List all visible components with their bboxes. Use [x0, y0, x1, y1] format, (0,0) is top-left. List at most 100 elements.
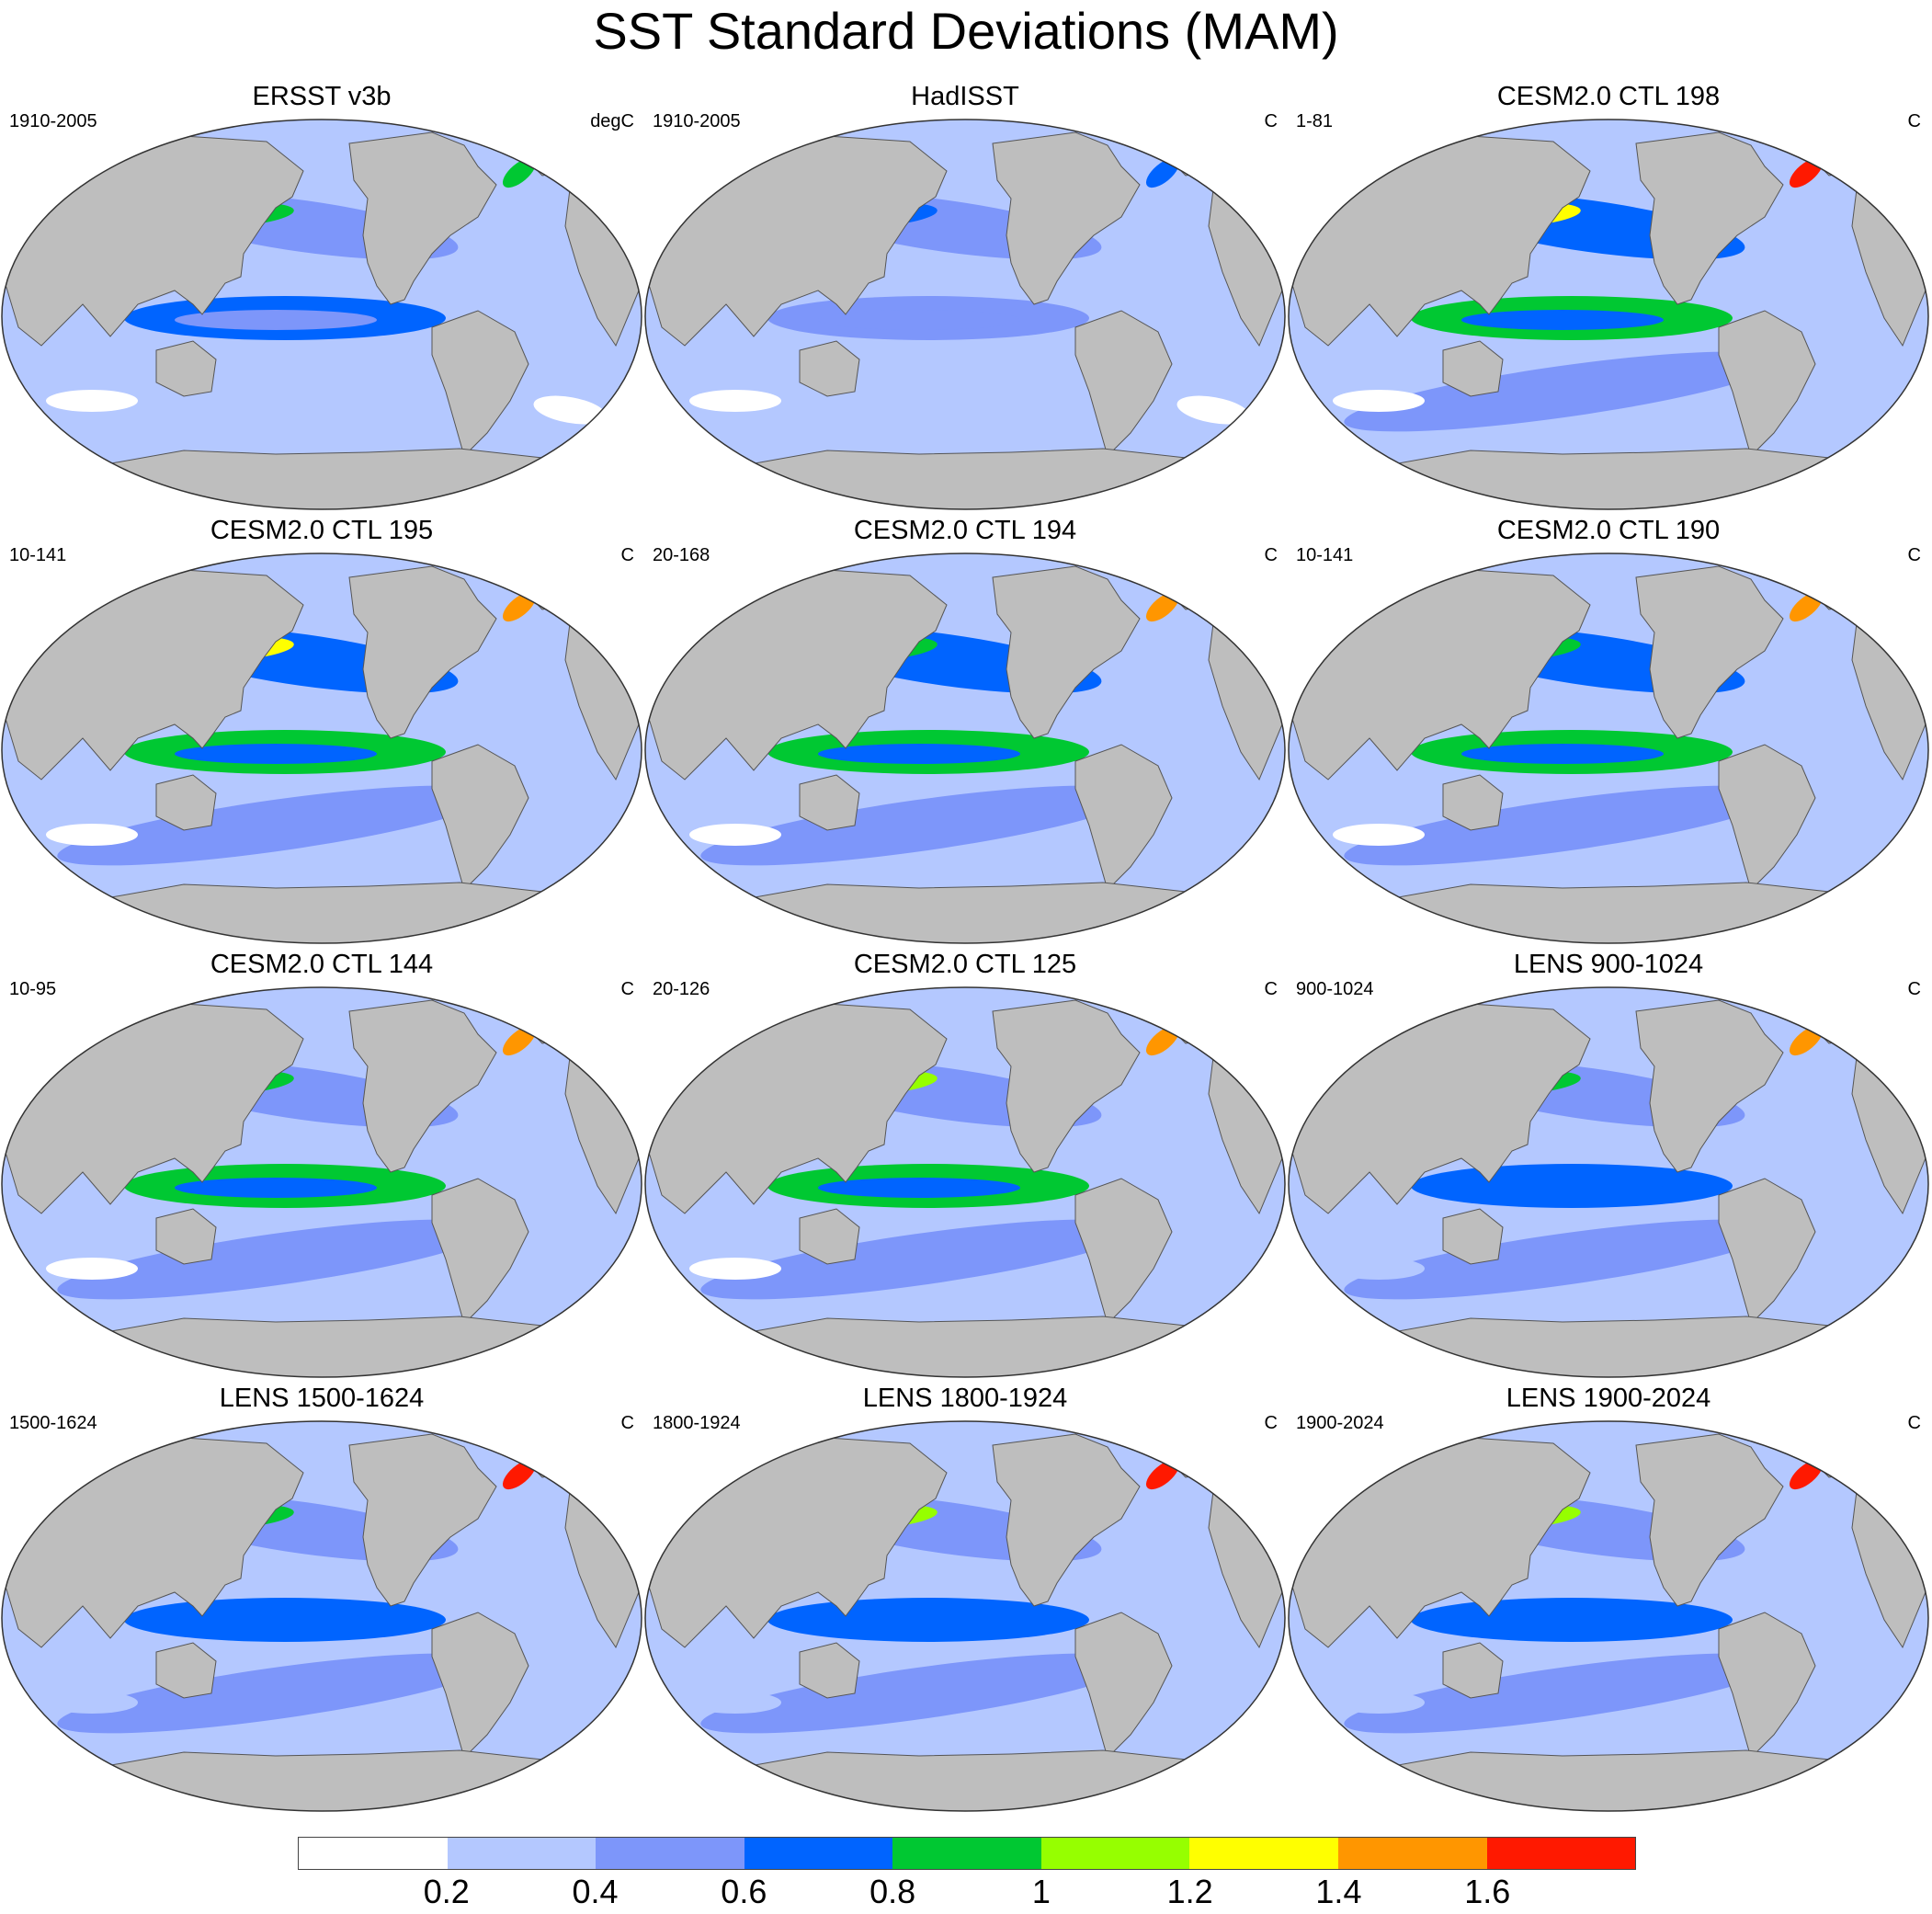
panel-years-label: 1800-1924: [653, 1413, 741, 1433]
southern-atlantic-patch: [1820, 1697, 1893, 1726]
map-outline: [1, 986, 642, 1378]
map-outline: [1, 119, 642, 510]
panel-units-label: C: [620, 545, 634, 565]
australia-land: [155, 1642, 217, 1699]
south-america-land: [1718, 1612, 1816, 1759]
south-america-land: [431, 744, 529, 891]
panel-units-label: C: [1264, 545, 1278, 565]
tropical-pacific-core: [818, 1612, 1020, 1632]
south-america-land: [1074, 744, 1173, 891]
north-america-land: [1635, 565, 1784, 739]
panel-units-label: C: [1907, 979, 1921, 999]
colorbar-tick-label: 0.2: [423, 1873, 470, 1910]
panel-years-label: 1900-2024: [1296, 1413, 1384, 1433]
panel-units-label: C: [1264, 979, 1278, 999]
southern-indian-patch: [1333, 1692, 1425, 1714]
map-panel: LENS 1500-1624 1500-1624 C: [0, 1383, 643, 1815]
southern-indian-patch: [46, 1692, 138, 1714]
tropical-pacific-core: [1461, 744, 1664, 764]
colorbar-segment: [1189, 1838, 1338, 1869]
southern-indian-patch: [689, 390, 781, 412]
world-map: [644, 119, 1286, 510]
southern-atlantic-patch: [1176, 1697, 1250, 1726]
southern-indian-patch: [46, 390, 138, 412]
map-panel: CESM2.0 CTL 144 10-95 C: [0, 949, 643, 1381]
tropical-pacific-core: [175, 1178, 377, 1198]
southern-indian-patch: [689, 824, 781, 846]
tropical-pacific-core: [1461, 1178, 1664, 1198]
colorbar-tick-label: 0.6: [721, 1873, 767, 1910]
panel-title: CESM2.0 CTL 190: [1496, 516, 1721, 545]
map-outline: [644, 986, 1286, 1378]
world-map: [1, 986, 642, 1378]
north-america-land: [992, 565, 1141, 739]
tropical-pacific-core: [818, 310, 1020, 330]
colorbar-segment: [892, 1838, 1041, 1869]
colorbar-segment: [299, 1838, 448, 1869]
map-panel: CESM2.0 CTL 198 1-81 C: [1287, 81, 1930, 513]
panel-units-label: C: [1907, 111, 1921, 131]
panel-years-label: 1910-2005: [653, 111, 741, 131]
map-outline: [1288, 986, 1929, 1378]
map-panel: CESM2.0 CTL 194 20-168 C: [643, 515, 1287, 947]
southern-indian-patch: [46, 824, 138, 846]
world-map: [644, 986, 1286, 1378]
south-america-land: [1074, 310, 1173, 457]
panel-years-label: 10-141: [1296, 545, 1354, 565]
colorbar-tick-label: 0.4: [572, 1873, 619, 1910]
south-pacific-band: [1344, 785, 1781, 866]
panel-years-label: 20-168: [653, 545, 710, 565]
map-panel: LENS 1800-1924 1800-1924 C: [643, 1383, 1287, 1815]
colorbar-segment: [1040, 1838, 1190, 1869]
panel-title: CESM2.0 CTL 195: [210, 516, 434, 545]
panel-units-label: C: [620, 979, 634, 999]
south-pacific-band: [700, 785, 1138, 866]
south-america-land: [1718, 1178, 1816, 1325]
panel-years-label: 1500-1624: [9, 1413, 97, 1433]
australia-land: [155, 1208, 217, 1265]
tropical-pacific-core: [1461, 310, 1664, 330]
panel-units-label: C: [1907, 1413, 1921, 1433]
map-panel: HadISST 1910-2005 C: [643, 81, 1287, 513]
southern-atlantic-patch: [1176, 395, 1250, 425]
colorbar-tick-label: 1.2: [1166, 1873, 1213, 1910]
panel-title: HadISST: [911, 82, 1019, 111]
colorbar-tick-label: 1.4: [1315, 1873, 1362, 1910]
map-panel: LENS 900-1024 900-1024 C: [1287, 949, 1930, 1381]
north-america-land: [348, 1433, 497, 1607]
north-america-land: [1635, 131, 1784, 305]
panel-title: CESM2.0 CTL 125: [853, 950, 1077, 979]
north-america-land: [348, 565, 497, 739]
panel-years-label: 10-141: [9, 545, 67, 565]
colorbar-tick-label: 1: [1031, 1873, 1051, 1910]
tropical-pacific-core: [1461, 1612, 1664, 1632]
panel-title: LENS 1800-1924: [862, 1384, 1068, 1413]
southern-indian-patch: [689, 1258, 781, 1280]
southern-indian-patch: [46, 1258, 138, 1280]
southern-indian-patch: [689, 1692, 781, 1714]
south-america-land: [1718, 310, 1816, 457]
south-pacific-band: [1344, 1219, 1781, 1300]
map-panel: LENS 1900-2024 1900-2024 C: [1287, 1383, 1930, 1815]
world-map: [1, 1420, 642, 1812]
tropical-pacific-core: [175, 310, 377, 330]
australia-land: [1442, 1642, 1504, 1699]
map-outline: [1288, 119, 1929, 510]
australia-land: [155, 774, 217, 831]
south-america-land: [1074, 1178, 1173, 1325]
colorbar-tick-label: 0.8: [869, 1873, 916, 1910]
southern-atlantic-patch: [533, 395, 607, 425]
world-map: [1288, 1420, 1929, 1812]
tropical-pacific-core: [175, 1612, 377, 1632]
world-map: [1, 119, 642, 510]
southern-atlantic-patch: [1820, 1263, 1893, 1293]
australia-land: [799, 1642, 860, 1699]
south-pacific-band: [700, 1653, 1138, 1734]
southern-atlantic-patch: [533, 1697, 607, 1726]
world-map: [644, 553, 1286, 944]
panel-units-label: C: [620, 1413, 634, 1433]
panel-title: ERSST v3b: [252, 82, 392, 111]
north-america-land: [992, 131, 1141, 305]
colorbar-segment: [744, 1838, 893, 1869]
map-panel: CESM2.0 CTL 195 10-141 C: [0, 515, 643, 947]
